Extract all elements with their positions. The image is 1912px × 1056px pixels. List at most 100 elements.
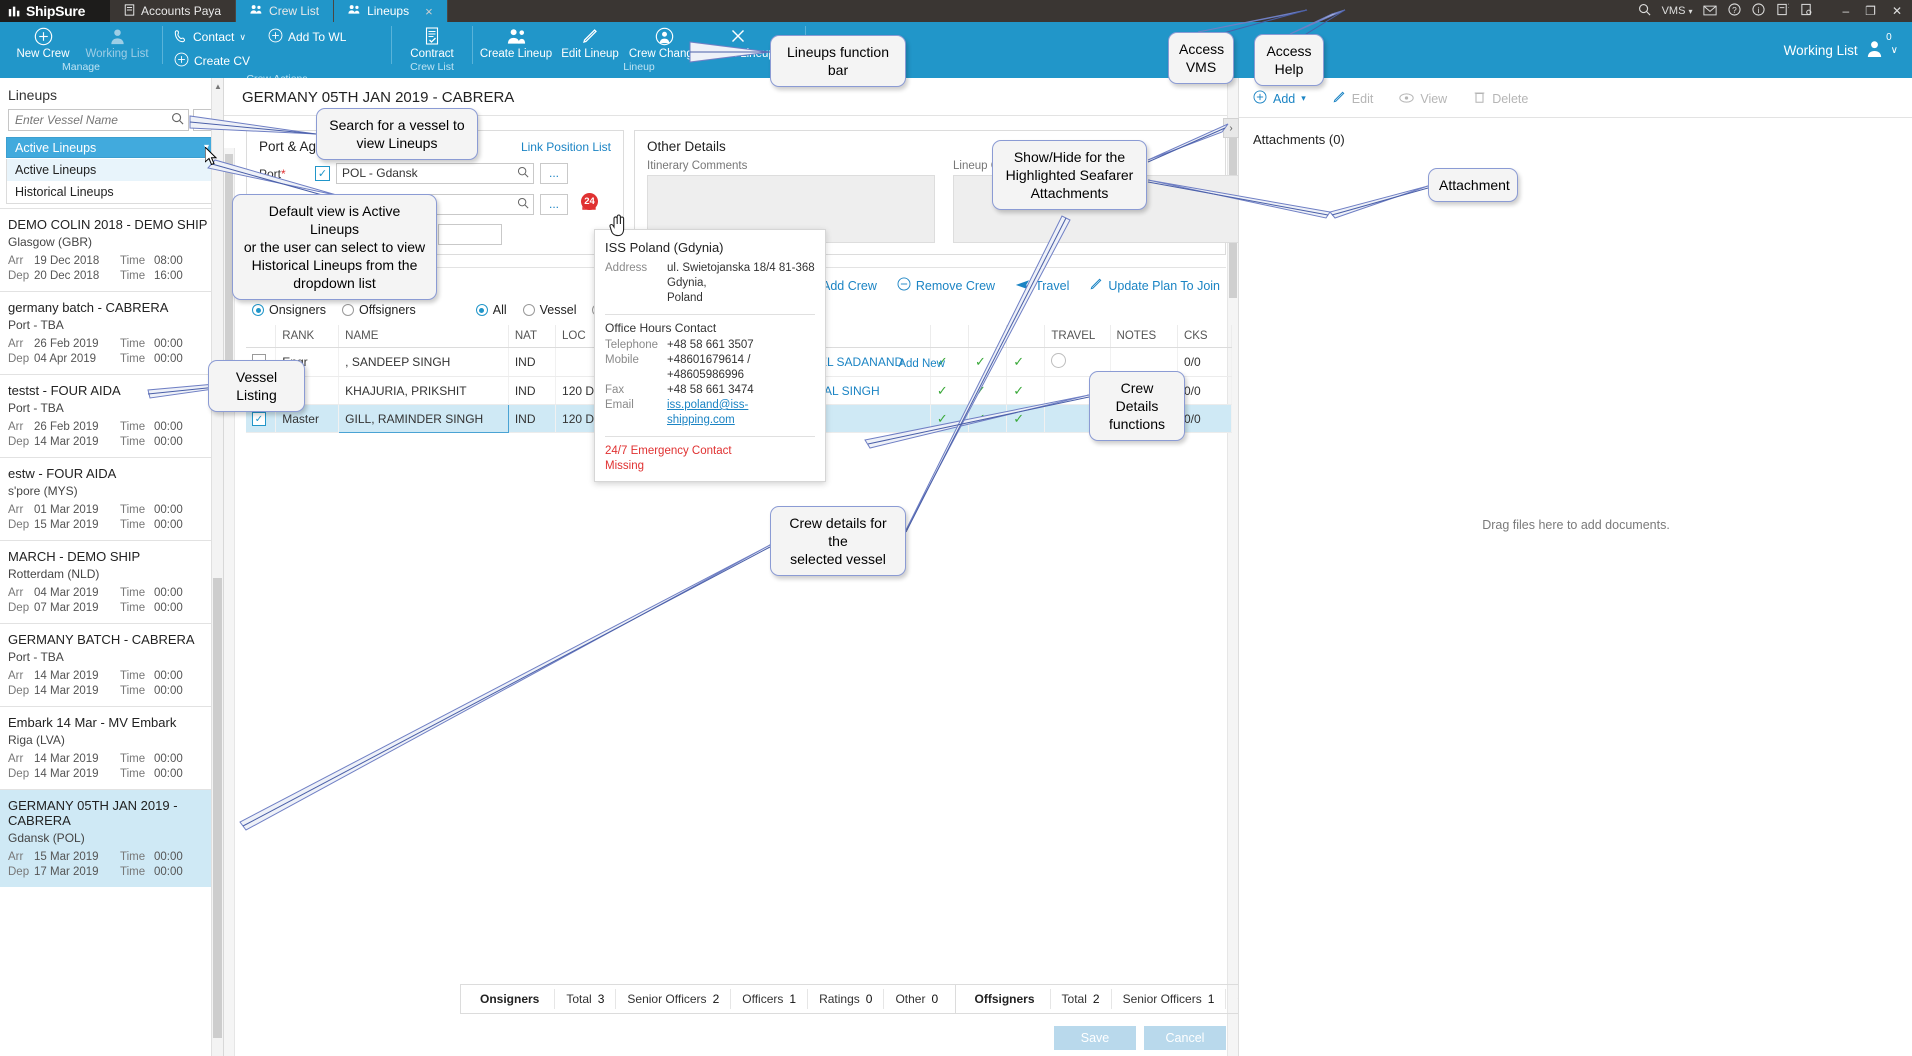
arr-time-label: Time [120, 851, 146, 863]
departure-time-input[interactable] [438, 224, 502, 245]
arr-date: 15 Mar 2019 [34, 851, 99, 863]
maximize-icon[interactable]: ❐ [1865, 4, 1876, 18]
create-cv-button[interactable]: Create CV [169, 50, 385, 72]
new-crew-button[interactable]: New Crew [6, 25, 80, 60]
vessel-list-item[interactable]: Embark 14 Mar - MV Embark Riga (LVA) Arr 14… [0, 706, 223, 789]
arr-time-label: Time [120, 587, 146, 599]
lock-note-icon[interactable] [1800, 3, 1813, 19]
save-button[interactable]: Save [1054, 1026, 1136, 1050]
scroll-up-icon[interactable]: ▲ [214, 82, 222, 91]
fax-label: Fax [605, 384, 625, 396]
callout-line: or the user can select to view [243, 239, 426, 255]
column-header[interactable]: TRAVEL [1044, 325, 1111, 348]
minimize-icon[interactable]: – [1842, 4, 1850, 18]
tab-accounts-payable[interactable]: Accounts Paya [110, 0, 237, 22]
vessel-list-item[interactable]: DEMO COLIN 2018 - DEMO SHIP Glasgow (GBR)… [0, 208, 223, 291]
vessel-list-item[interactable]: GERMANY BATCH - CABRERA Port - TBA Arr 14 M… [0, 623, 223, 706]
port-input[interactable]: POL - Gdansk [336, 163, 534, 184]
column-header[interactable]: RANK [275, 325, 340, 348]
name-cell[interactable]: , SANDEEP SINGH [338, 347, 509, 377]
port-browse-button[interactable]: ... [540, 163, 568, 184]
edit-lineup-button[interactable]: Edit Lineup [553, 25, 627, 60]
vessel-list[interactable]: DEMO COLIN 2018 - DEMO SHIP Glasgow (GBR)… [0, 208, 223, 1056]
cancel-lineup-button[interactable]: Cancel Lineup [701, 25, 775, 60]
working-list-button[interactable]: Working List [80, 25, 154, 60]
dep-label: Dep [8, 519, 30, 531]
name-cell[interactable]: KHAJURIA, PRIKSHIT [338, 376, 509, 405]
scroll-thumb[interactable] [213, 578, 222, 1038]
add-new-link[interactable]: Add New [898, 358, 945, 370]
port-checkbox[interactable]: ✓ [315, 166, 330, 181]
column-header[interactable]: NOTES [1110, 325, 1178, 348]
column-header[interactable] [930, 325, 970, 348]
edit-attachment-button[interactable]: Edit [1332, 90, 1373, 107]
search-icon[interactable] [1638, 3, 1651, 19]
add-attachment-button[interactable]: Add ▾ [1253, 90, 1306, 107]
add-to-wl-button[interactable]: Add To WL [263, 26, 351, 48]
vessel-list-item[interactable]: germany batch - CABRERA Port - TBA Arr 26 F… [0, 291, 223, 374]
column-header[interactable]: CKS [1177, 325, 1233, 348]
vessel-list-item[interactable]: MARCH - DEMO SHIP Rotterdam (NLD) Arr 04 Ma… [0, 540, 223, 623]
working-list-indicator[interactable]: Working List 0 ∨ [1784, 22, 1912, 78]
cancel-button[interactable]: Cancel [1144, 1026, 1226, 1050]
column-header[interactable]: NAME [338, 325, 509, 348]
column-header[interactable] [1006, 325, 1046, 348]
tab-crew-list[interactable]: Crew List [236, 0, 335, 22]
dep-time: 00:00 [154, 602, 183, 614]
vessel-list-item[interactable]: testst - FOUR AIDA Port - TBA Arr 26 Feb 20… [0, 374, 223, 457]
search-icon[interactable] [171, 112, 184, 128]
dropdown-selected[interactable]: Active Lineups ▾ [6, 137, 217, 158]
vms-menu[interactable]: VMS ▾ [1662, 5, 1693, 17]
mail-icon[interactable] [1703, 4, 1718, 19]
search-icon[interactable] [517, 197, 529, 212]
row-checkbox[interactable]: ✓ [252, 412, 266, 427]
chevron-down-icon[interactable]: ▾ [1301, 93, 1306, 103]
radio-onsigners[interactable]: Onsigners [252, 303, 326, 317]
column-header[interactable] [968, 325, 1008, 348]
nat-cell: IND [508, 347, 557, 377]
remove-crew-button[interactable]: Remove Crew [897, 277, 995, 294]
globe-icon[interactable] [1051, 353, 1067, 368]
link-position-list[interactable]: Link Position List [520, 139, 611, 154]
help-icon[interactable]: ? [1728, 3, 1742, 19]
note-icon[interactable]: 1 [1776, 3, 1791, 19]
info-icon[interactable]: i [1752, 3, 1766, 19]
dep-time: 00:00 [154, 436, 183, 448]
check3-cell: ✓ [1006, 376, 1046, 405]
dropdown-option-historical[interactable]: Historical Lineups [15, 185, 114, 199]
name-cell[interactable]: GILL, RAMINDER SINGH [338, 404, 509, 433]
email-link[interactable]: iss.poland@iss-shipping.com [667, 399, 749, 426]
contact-button[interactable]: Contact ∨ [169, 26, 251, 48]
scroll-thumb[interactable] [225, 154, 233, 404]
crew-change-button[interactable]: Crew Change [627, 25, 701, 60]
update-plan-to-join-button[interactable]: Update Plan To Join [1089, 277, 1220, 294]
travel-button[interactable]: Travel [1015, 277, 1069, 294]
vessel-list-item[interactable]: GERMANY 05TH JAN 2019 - CABRERA Gdansk (P… [0, 789, 223, 887]
delete-attachment-button[interactable]: Delete [1473, 90, 1528, 107]
chevron-down-icon[interactable]: ∨ [1890, 44, 1898, 56]
pencil-icon [1089, 277, 1103, 294]
agent-browse-button[interactable]: ... [540, 193, 568, 215]
column-header[interactable] [246, 325, 277, 348]
vessel-list-item[interactable]: estw - FOUR AIDA s'pore (MYS) Arr 01 Mar 20… [0, 457, 223, 540]
close-icon[interactable]: × [425, 3, 433, 19]
view-attachment-button[interactable]: View [1399, 91, 1447, 107]
column-header[interactable]: NAT [508, 325, 557, 348]
panel-collapse-button[interactable]: › [1223, 118, 1239, 138]
radio-all[interactable]: All [475, 303, 507, 317]
radio-offsigners[interactable]: Offsigners [341, 303, 416, 317]
dep-label: Dep [8, 768, 30, 780]
center-left-scrollbar[interactable] [224, 148, 235, 1056]
search-input[interactable] [8, 109, 189, 131]
radio-vessel[interactable]: Vessel [522, 303, 576, 317]
create-lineup-button[interactable]: Create Lineup [479, 25, 553, 60]
tab-lineups[interactable]: Lineups × [334, 0, 448, 22]
sidebar-scrollbar[interactable]: ▲ [211, 78, 223, 1056]
contract-button[interactable]: Contract [398, 25, 466, 60]
close-window-icon[interactable]: ✕ [1891, 4, 1902, 18]
dep-date: 20 Dec 2018 [34, 270, 100, 282]
ribbon-group-name: Crew List [410, 61, 454, 73]
dropdown-option-active[interactable]: Active Lineups [7, 159, 216, 181]
agent-contact-badge-button[interactable]: 24 [578, 193, 600, 215]
search-icon[interactable] [517, 166, 529, 181]
